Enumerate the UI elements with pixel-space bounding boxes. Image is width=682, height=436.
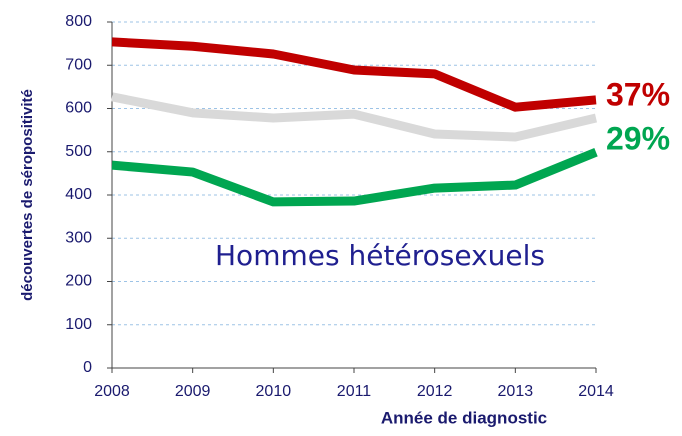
y-tick-label: 100 [65, 316, 92, 333]
x-tick-label: 2008 [94, 383, 130, 400]
series-line [111, 148, 598, 207]
x-tick-label: 2009 [175, 383, 211, 400]
y-tick-label: 800 [65, 13, 92, 30]
x-tick-label: 2011 [337, 383, 372, 400]
y-axis-label: découvertes de séropositivité [19, 89, 36, 301]
y-tick-label: 700 [65, 56, 92, 73]
y-tick-label: 300 [65, 229, 92, 246]
annotation: Hommes hétérosexuels [215, 239, 545, 272]
y-tick-label: 200 [65, 273, 92, 290]
y-tick-label: 0 [83, 359, 92, 376]
x-tick-label: 2014 [578, 383, 614, 400]
y-tick-label: 400 [65, 186, 92, 203]
series-line [111, 92, 598, 142]
x-tick-label: 2012 [417, 383, 453, 400]
y-tick-label: 600 [65, 100, 92, 117]
annotation: 29% [606, 120, 670, 156]
x-axis-label: Année de diagnostic [381, 408, 547, 427]
series-line [111, 37, 597, 112]
x-tick-label: 2010 [256, 383, 292, 400]
annotation: 37% [606, 76, 670, 112]
x-tick-label: 2013 [498, 383, 534, 400]
y-tick-label: 500 [65, 143, 92, 160]
